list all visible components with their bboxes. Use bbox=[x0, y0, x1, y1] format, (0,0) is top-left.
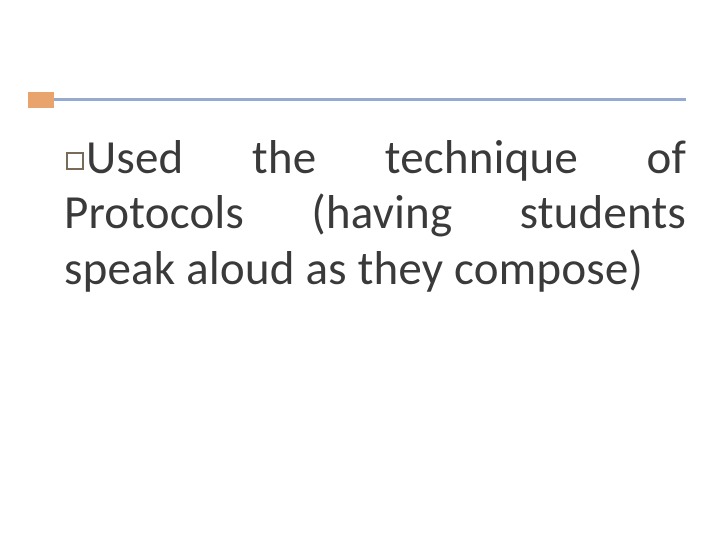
bullet-square-icon bbox=[66, 152, 84, 170]
divider-line bbox=[54, 98, 686, 101]
slide: Used the technique of Protocols (having … bbox=[0, 0, 720, 540]
body-text: Used the technique of Protocols (having … bbox=[64, 128, 686, 297]
slide-body: Used the technique of Protocols (having … bbox=[64, 130, 686, 296]
accent-bar bbox=[28, 92, 54, 108]
